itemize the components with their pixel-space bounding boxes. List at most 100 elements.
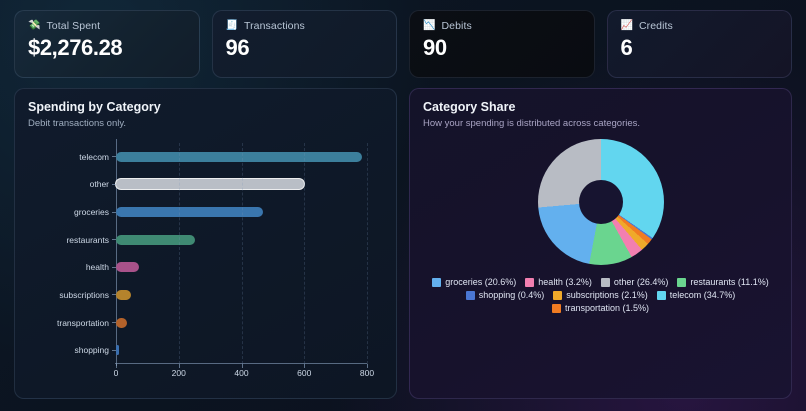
y-tick-mark <box>112 183 116 185</box>
legend-label: telecom (34.7%) <box>669 290 736 300</box>
legend-item: other (26.4%) <box>600 277 669 287</box>
bar <box>116 289 131 300</box>
spending-by-category-panel: Spending by Category Debit transactions … <box>14 88 397 399</box>
bar <box>116 262 139 273</box>
legend-item: transportation (1.5%) <box>551 303 650 313</box>
bar-category-label: health <box>85 262 109 273</box>
bar-chart: telecom other groceries restaurants health su… <box>28 137 375 390</box>
stat-card-credits: 📈 Credits 6 <box>606 10 792 78</box>
bar-row: shopping <box>74 336 367 364</box>
legend-swatch <box>465 290 475 300</box>
bar-category-label: groceries <box>74 207 109 218</box>
x-axis-line <box>115 363 367 364</box>
legend-swatch <box>551 303 561 313</box>
bar-row: telecom <box>79 143 367 171</box>
grid-line <box>178 143 180 364</box>
summary-stats-row: 💸 Total Spent $2,276.28 🧾 Transactions 9… <box>14 10 792 78</box>
chart-increasing-icon: 📈 <box>620 20 633 31</box>
stat-card-header: 📈 Credits <box>621 20 779 32</box>
bar-category-label: transportation <box>57 317 109 328</box>
x-tick-label: 400 <box>234 368 249 378</box>
grid-line <box>304 143 306 364</box>
chart-decreasing-icon: 📉 <box>423 20 436 31</box>
bar <box>116 317 127 328</box>
bar-chart-plot-area: telecom other groceries restaurants health su… <box>57 139 368 366</box>
stat-card-header: 💸 Total Spent <box>28 20 186 32</box>
bar <box>116 345 119 356</box>
grid-line <box>241 143 243 364</box>
bar <box>116 207 264 218</box>
legend-swatch <box>656 290 666 300</box>
bar-row: restaurants <box>66 226 367 254</box>
bar-row: groceries <box>74 198 367 226</box>
x-tick-mark <box>241 364 243 368</box>
stat-label: Debits <box>441 20 472 32</box>
x-tick-label: 0 <box>113 368 119 378</box>
legend-label: shopping (0.4%) <box>478 290 545 300</box>
stat-card-header: 📉 Debits <box>423 20 581 32</box>
y-tick-mark <box>112 266 116 268</box>
stat-card-total-spent: 💸 Total Spent $2,276.28 <box>14 10 200 78</box>
bar-category-label: restaurants <box>66 234 109 245</box>
stat-value: 96 <box>225 35 250 60</box>
legend-item: restaurants (11.1%) <box>677 277 769 287</box>
panel-title: Spending by Category <box>28 100 161 114</box>
bar-category-label: other <box>89 179 109 190</box>
bar <box>116 234 196 245</box>
x-tick-mark <box>178 364 180 368</box>
legend-item: groceries (20.6%) <box>432 277 516 287</box>
y-tick-mark <box>112 294 116 296</box>
stat-value: 6 <box>620 35 633 60</box>
legend-label: health (3.2%) <box>538 277 592 287</box>
stat-label: Credits <box>638 20 673 32</box>
legend-swatch <box>432 277 442 287</box>
x-axis-ticks: 0 200 400 600 800 <box>113 364 374 382</box>
grid-line <box>367 143 368 364</box>
legend-swatch <box>677 277 687 287</box>
legend-swatch <box>600 277 610 287</box>
panel-subtitle: How your spending is distributed across … <box>423 118 641 129</box>
receipt-icon: 🧾 <box>225 20 238 31</box>
y-axis-line <box>116 139 117 366</box>
legend-swatch <box>525 277 535 287</box>
x-tick-mark <box>304 364 306 368</box>
charts-row: Spending by Category Debit transactions … <box>14 88 792 399</box>
bar-row: other <box>90 171 367 199</box>
x-tick-label: 800 <box>359 368 375 378</box>
stat-label: Transactions <box>243 20 305 32</box>
legend-item: subscriptions (2.1%) <box>553 290 648 300</box>
bar-rows: telecom other groceries restaurants health su… <box>57 143 367 364</box>
x-tick-label: 200 <box>171 368 186 378</box>
y-tick-mark <box>112 156 116 158</box>
bar <box>116 179 305 190</box>
y-tick-mark <box>112 322 116 324</box>
x-tick-mark <box>116 364 117 368</box>
stat-value: $2,276.28 <box>28 35 123 60</box>
legend-label: other (26.4%) <box>613 277 669 287</box>
y-tick-mark <box>112 239 116 241</box>
bar-row: health <box>86 254 367 282</box>
legend-label: restaurants (11.1%) <box>690 277 769 287</box>
donut-chart-wrap: groceries (20.6%) health (3.2%) other (26.… <box>423 133 778 390</box>
donut-chart <box>537 139 664 265</box>
panel-title: Category Share <box>423 100 516 114</box>
x-tick-label: 600 <box>297 368 312 378</box>
panel-subtitle: Debit transactions only. <box>28 118 127 129</box>
bar-row: subscriptions <box>59 281 367 309</box>
money-with-wings-icon: 💸 <box>28 20 41 31</box>
legend-label: subscriptions (2.1%) <box>566 290 648 300</box>
stat-label: Total Spent <box>46 20 101 32</box>
bar-row: transportation <box>57 309 367 337</box>
legend-label: transportation (1.5%) <box>564 303 650 313</box>
y-tick-mark <box>112 211 116 213</box>
category-share-panel: Category Share How your spending is dist… <box>409 88 792 399</box>
legend-item: shopping (0.4%) <box>465 290 545 300</box>
legend-item: health (3.2%) <box>525 277 592 287</box>
bar-category-label: telecom <box>79 151 109 162</box>
y-tick-mark <box>112 349 116 351</box>
x-tick-mark <box>367 364 368 368</box>
bar-category-label: subscriptions <box>59 289 109 300</box>
stat-card-transactions: 🧾 Transactions 96 <box>211 10 397 78</box>
stat-value: 90 <box>423 35 447 60</box>
stat-card-debits: 📉 Debits 90 <box>409 10 595 78</box>
